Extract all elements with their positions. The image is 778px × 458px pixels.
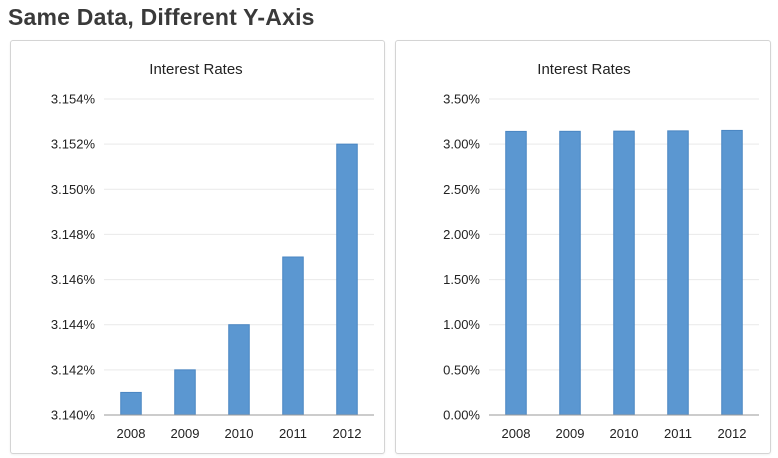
y-tick-label: 2.50%: [443, 182, 480, 197]
chart-title: Interest Rates: [537, 61, 630, 78]
x-tick-label: 2010: [610, 426, 639, 441]
bar: [721, 129, 743, 416]
chart-title: Interest Rates: [149, 61, 242, 78]
bar: [559, 130, 581, 416]
y-tick-label: 3.142%: [51, 362, 96, 377]
y-tick-label: 1.00%: [443, 317, 480, 332]
y-tick-label: 3.50%: [443, 92, 480, 107]
y-tick-label: 0.50%: [443, 362, 480, 377]
bar: [228, 324, 250, 416]
chart-left: Interest Rates 3.140% 3.142% 3.144% 3.146% 3.…: [51, 61, 374, 441]
y-tick-label: 3.144%: [51, 317, 96, 332]
x-tick-label: 2009: [556, 426, 585, 441]
y-tick-label: 1.50%: [443, 272, 480, 287]
y-tick-label: 3.00%: [443, 137, 480, 152]
bar: [613, 130, 635, 416]
y-tick-label: 0.00%: [443, 408, 480, 423]
x-tick-label: 2011: [279, 426, 307, 441]
bar: [120, 391, 142, 416]
x-tick-label: 2011: [664, 426, 692, 441]
y-tick-label: 2.00%: [443, 227, 480, 242]
y-tick-label: 3.152%: [51, 137, 96, 152]
y-tick-label: 3.154%: [51, 92, 96, 107]
page-title: Same Data, Different Y-Axis: [8, 4, 315, 30]
chart-panel-left: Interest Rates 3.140% 3.142% 3.144% 3.146% 3.…: [10, 40, 385, 454]
bar: [667, 130, 689, 416]
x-tick-label: 2012: [333, 426, 362, 441]
bar: [282, 256, 304, 416]
bar: [505, 130, 527, 416]
x-tick-label: 2008: [502, 426, 531, 441]
bar: [336, 143, 358, 416]
y-tick-label: 3.148%: [51, 227, 96, 242]
y-tick-label: 3.150%: [51, 182, 96, 197]
chart-right: Interest Rates 0.00% 0.50% 1.00% 1.50% 2.00% 2…: [443, 61, 759, 441]
y-tick-label: 3.146%: [51, 272, 96, 287]
x-tick-label: 2009: [171, 426, 200, 441]
x-tick-label: 2010: [225, 426, 254, 441]
x-tick-label: 2012: [718, 426, 747, 441]
x-tick-label: 2008: [117, 426, 146, 441]
chart-panel-right: Interest Rates 0.00% 0.50% 1.00% 1.50% 2.00% 2…: [395, 40, 771, 454]
bar: [174, 369, 196, 416]
y-tick-label: 3.140%: [51, 408, 96, 423]
